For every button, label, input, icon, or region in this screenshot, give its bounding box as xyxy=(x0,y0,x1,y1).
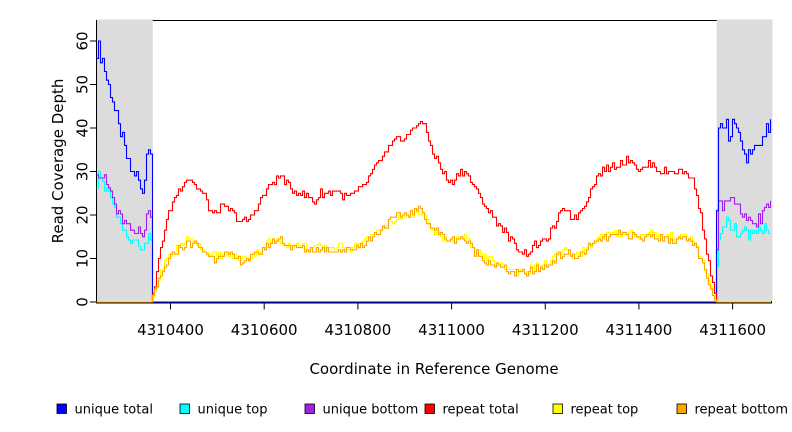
legend-item-repeat-top: repeat top xyxy=(552,403,639,418)
series-line-repeat-bottom xyxy=(96,205,771,303)
legend-marker-repeat-total xyxy=(424,403,435,414)
x-tick-label: 4311200 xyxy=(512,321,579,339)
legend-label-repeat-bottom: repeat bottom xyxy=(695,403,789,418)
legend-label-unique-bottom: unique bottom xyxy=(323,403,419,418)
repeat-shade-region-2 xyxy=(716,19,773,301)
legend-item-unique-total: unique total xyxy=(56,403,153,418)
legend-item-unique-top: unique top xyxy=(179,403,268,418)
legend-item-repeat-total: repeat total xyxy=(424,403,519,418)
y-axis-title: Read Coverage Depth xyxy=(49,79,67,244)
legend-marker-unique-total xyxy=(56,403,67,414)
y-tick-label: 40 xyxy=(74,118,92,137)
plot-border xyxy=(96,20,772,304)
x-tick-label: 4311600 xyxy=(699,321,766,339)
legend-item-repeat-bottom: repeat bottom xyxy=(676,403,789,418)
series-lines xyxy=(96,40,772,303)
y-tick-label: 10 xyxy=(74,249,92,268)
series-line-unique-total xyxy=(96,40,772,303)
chart-legend: unique total unique top unique bottom repea… xyxy=(56,403,789,418)
legend-label-repeat-total: repeat total xyxy=(443,403,519,418)
legend-marker-repeat-top xyxy=(552,403,563,414)
repeat-shade-region-1 xyxy=(97,19,153,301)
legend-label-unique-total: unique total xyxy=(75,403,153,418)
legend-label-unique-top: unique top xyxy=(198,403,268,418)
legend-marker-unique-top xyxy=(179,403,190,414)
y-tick-label: 50 xyxy=(74,75,92,94)
x-tick-label: 4310800 xyxy=(324,321,391,339)
legend-item-unique-bottom: unique bottom xyxy=(304,403,419,418)
axes: 4310400 4310600 4310800 4311000 4311200 43114… xyxy=(74,31,767,339)
legend-label-repeat-top: repeat top xyxy=(571,403,639,418)
legend-marker-repeat-bottom xyxy=(676,403,687,414)
legend-marker-unique-bottom xyxy=(304,403,315,414)
x-tick-label: 4311400 xyxy=(606,321,673,339)
y-tick-label: 0 xyxy=(74,297,92,307)
plot-box xyxy=(96,20,772,304)
series-line-repeat-total xyxy=(96,120,771,303)
y-tick-label: 60 xyxy=(74,31,92,50)
x-axis-title: Coordinate in Reference Genome xyxy=(309,360,558,378)
x-tick-label: 4310600 xyxy=(231,321,298,339)
shaded-regions xyxy=(97,19,773,301)
x-tick-label: 4310400 xyxy=(137,321,204,339)
y-tick-label: 30 xyxy=(74,162,92,181)
x-tick-label: 4311000 xyxy=(418,321,485,339)
y-tick-label: 20 xyxy=(74,205,92,224)
